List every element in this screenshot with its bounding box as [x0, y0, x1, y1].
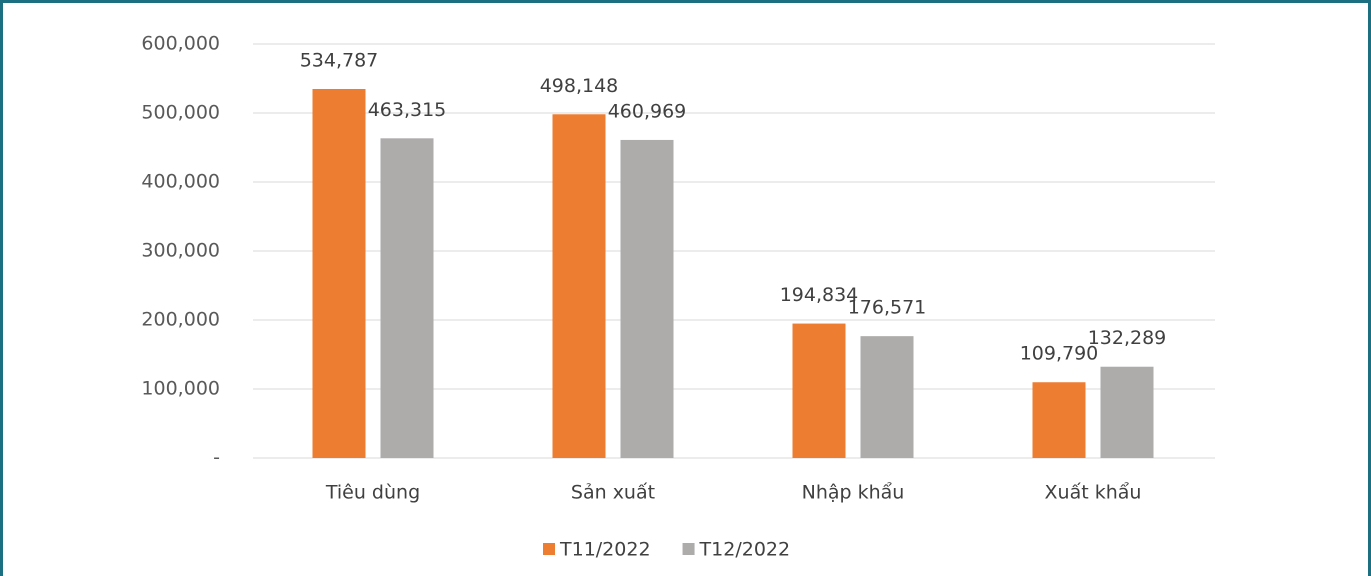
x-tick-label: Xuất khẩu — [1045, 482, 1142, 504]
y-tick-label: 600,000 — [141, 33, 220, 55]
data-label: 460,969 — [608, 100, 687, 122]
data-label: 194,834 — [780, 284, 859, 306]
y-tick-label: 300,000 — [141, 240, 220, 262]
bar — [380, 138, 434, 458]
bar — [860, 336, 914, 458]
data-label: 463,315 — [368, 99, 447, 121]
x-tick-label: Sản xuất — [571, 482, 655, 504]
data-label: 109,790 — [1020, 343, 1099, 365]
legend-label: T11/2022 — [559, 539, 651, 561]
data-label: 534,787 — [300, 49, 379, 71]
data-label: 176,571 — [848, 297, 927, 319]
x-tick-label: Tiêu dùng — [325, 482, 420, 504]
legend-label: T12/2022 — [699, 539, 791, 561]
y-tick-label: 500,000 — [141, 102, 220, 124]
legend-swatch — [543, 543, 555, 555]
y-tick-label: 400,000 — [141, 171, 220, 193]
bar — [620, 139, 674, 458]
bar — [1032, 382, 1086, 458]
y-tick-label: 200,000 — [141, 309, 220, 331]
bar — [312, 88, 366, 458]
data-label: 498,148 — [540, 75, 619, 97]
bar — [552, 114, 606, 458]
y-tick-label: 100,000 — [141, 378, 220, 400]
legend-swatch — [682, 543, 695, 555]
data-label: 132,289 — [1088, 327, 1167, 349]
bar — [792, 323, 846, 458]
bar — [1100, 366, 1154, 458]
y-tick-label: - — [213, 447, 220, 469]
x-tick-label: Nhập khẩu — [802, 482, 905, 504]
